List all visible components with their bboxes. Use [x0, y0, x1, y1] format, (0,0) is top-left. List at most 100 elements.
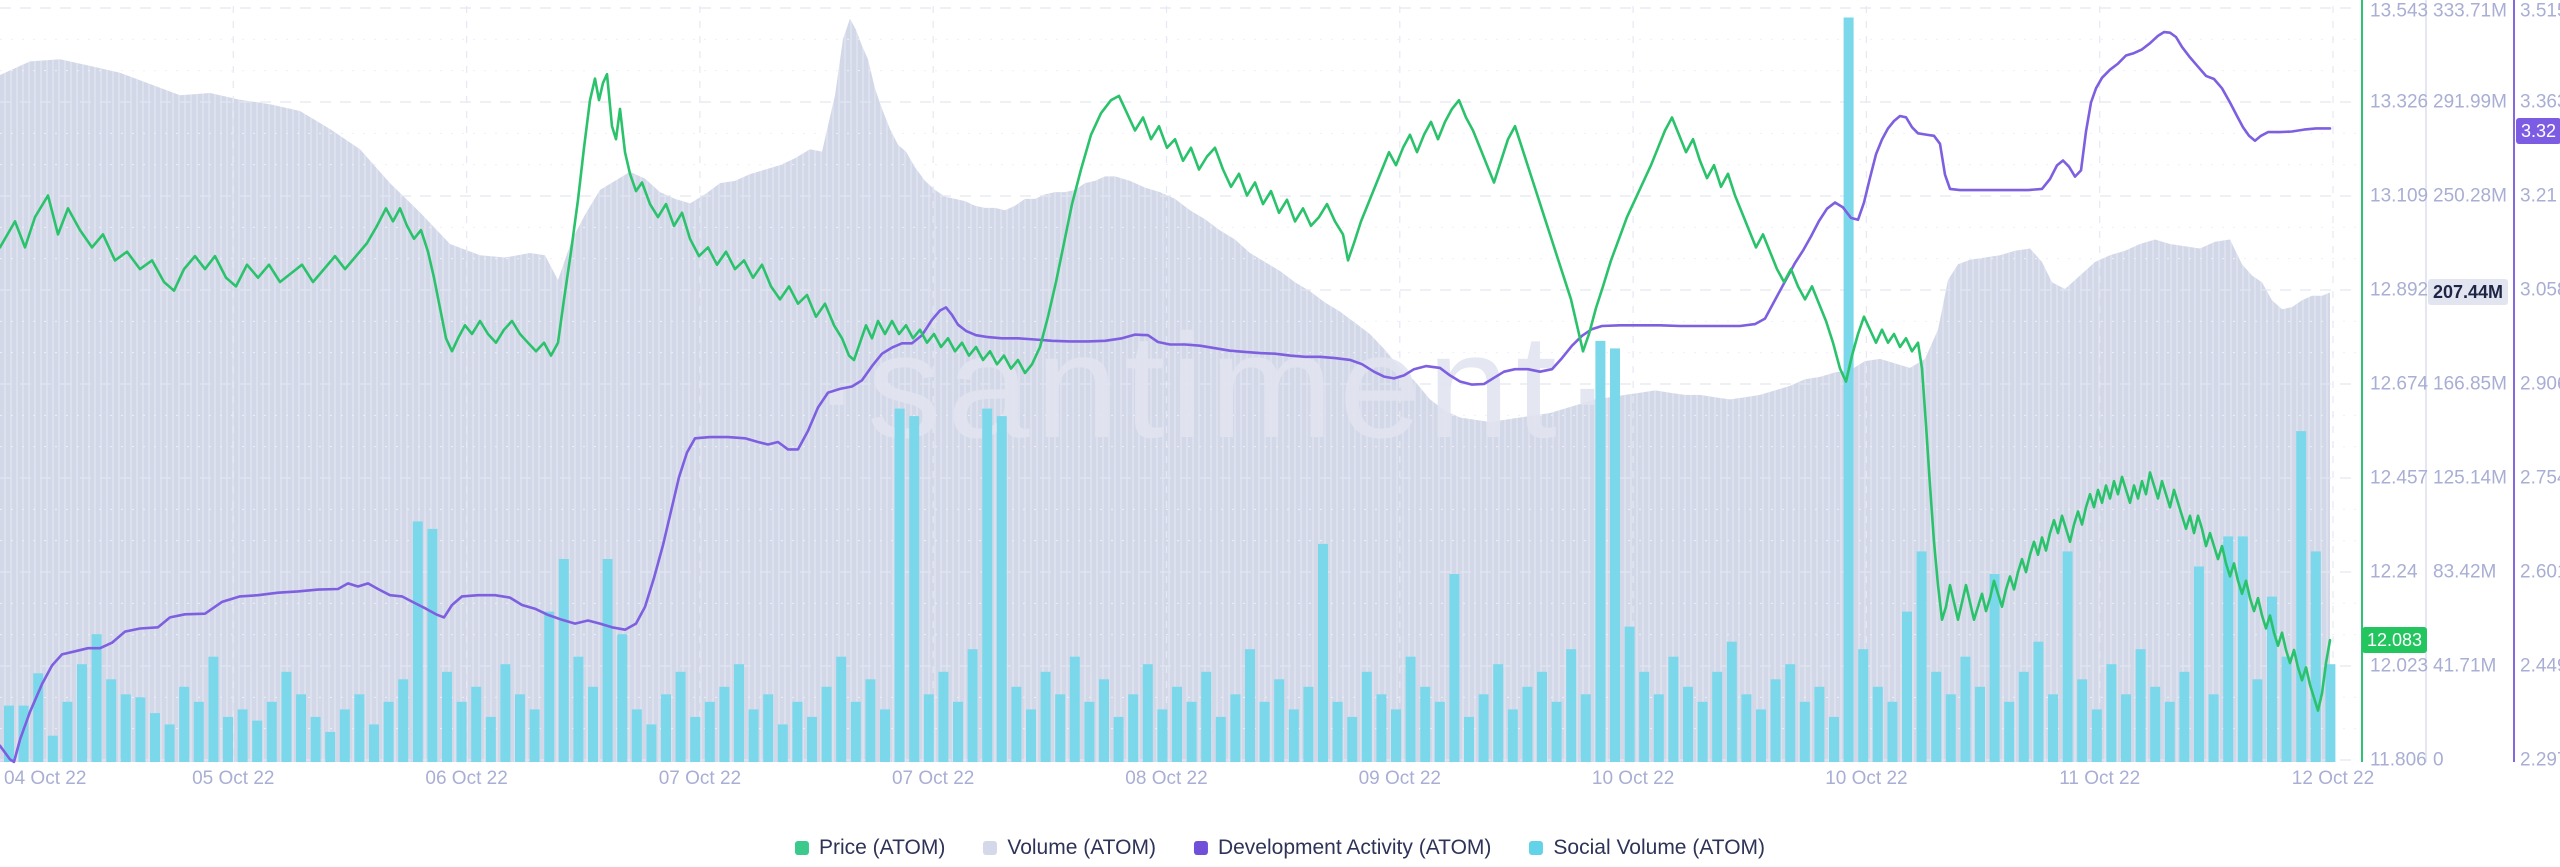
social-volume-bar [193, 701, 204, 762]
price-tick-label: 12.892 [2370, 279, 2429, 301]
volume-tick-label: 333.71M [2433, 0, 2507, 22]
social-volume-bar [2062, 551, 2073, 762]
social-volume-bar [1814, 686, 1825, 762]
social-volume-bar [515, 694, 525, 762]
social-volume-bar [296, 694, 306, 762]
social-volume-bar [2267, 596, 2277, 762]
social-volume-bar [325, 731, 336, 762]
social-volume-bar [471, 686, 482, 762]
social-volume-bar [850, 701, 861, 762]
legend-label: Volume (ATOM) [1007, 836, 1156, 859]
social-volume-bar [1916, 551, 1927, 762]
social-volume-bar [281, 671, 292, 762]
dev-activity-tick-label: 3.363 [2520, 91, 2560, 113]
social-volume-bar [704, 701, 715, 762]
social-volume-bar [2325, 664, 2336, 762]
dev-activity-tick-label: 2.449 [2520, 655, 2560, 677]
watermark: ·santiment· [812, 304, 1618, 469]
social-volume-bar [1580, 694, 1591, 762]
x-axis-date-label: 10 Oct 22 [1591, 768, 1675, 789]
price-tick-label: 12.023 [2370, 655, 2429, 677]
social-volume-bar [2223, 536, 2234, 762]
social-volume-bar [953, 701, 963, 762]
social-volume-bar [106, 679, 117, 762]
social-volume-bar [1434, 701, 1445, 762]
social-volume-bar [2091, 709, 2102, 762]
social-volume-bar [1215, 716, 1226, 762]
social-volume-bar [1230, 694, 1241, 762]
social-volume-bar [2135, 649, 2146, 762]
social-volume-bar [354, 694, 365, 762]
dev-activity-tick-label: 3.058 [2520, 279, 2560, 301]
social-volume-bar [675, 671, 686, 762]
x-axis-date-label: 07 Oct 22 [891, 768, 975, 789]
volume-tick-label: 125.14M [2433, 467, 2507, 489]
legend-item-volume[interactable]: Volume (ATOM) [983, 836, 1156, 860]
legend-label: Social Volume (ATOM) [1553, 836, 1766, 859]
dev-activity-tick-label: 2.754 [2520, 467, 2560, 489]
social-volume-bar [1522, 686, 1533, 762]
social-volume-bar [2004, 701, 2015, 762]
social-volume-bar [1551, 701, 1562, 762]
social-volume-bar [1245, 649, 1255, 762]
social-volume-bar [383, 701, 394, 762]
price-tick-label: 12.457 [2370, 467, 2429, 489]
price-tick-label: 11.806 [2370, 749, 2427, 771]
social-volume-bar [1858, 649, 1869, 762]
social-volume-bar [690, 716, 701, 762]
social-volume-bar [310, 716, 321, 762]
social-volume-bar [1843, 17, 1854, 762]
social-volume-bar [544, 611, 555, 762]
volume-tick-label: 83.42M [2433, 561, 2497, 583]
social-volume-bar [1945, 694, 1956, 762]
social-volume-bar [602, 559, 613, 762]
social-volume-bar [1478, 694, 1489, 762]
social-volume-bar [1449, 574, 1460, 762]
social-volume-bar [33, 673, 44, 762]
social-volume-bar [1157, 709, 1168, 762]
social-volume-bar [1464, 716, 1474, 762]
social-volume-bar [2179, 671, 2190, 762]
price-tick-label: 13.326 [2370, 91, 2429, 113]
social-volume-bar [1566, 649, 1577, 762]
social-volume-bar [1011, 686, 1022, 762]
dev-activity-swatch-icon [1193, 841, 1208, 855]
volume-tick-label: 250.28M [2433, 185, 2507, 207]
social-volume-bar [734, 664, 744, 762]
social-volume-bar [500, 664, 511, 762]
social-volume-bar [821, 686, 832, 762]
social-volume-bar [1420, 686, 1431, 762]
social-volume-bar [1347, 716, 1358, 762]
volume-swatch-icon [983, 841, 998, 855]
dev-activity-tick-label: 3.21 [2520, 185, 2557, 207]
social-volume-swatch-icon [1529, 841, 1544, 855]
legend-item-dev-activity[interactable]: Development Activity (ATOM) [1193, 836, 1491, 860]
social-volume-bar [1639, 671, 1650, 762]
legend-item-social-volume[interactable]: Social Volume (ATOM) [1529, 836, 1765, 860]
social-volume-bar [369, 724, 379, 762]
volume-area [0, 18, 2330, 763]
social-volume-bar [1726, 641, 1737, 762]
social-volume-bar [1099, 679, 1109, 762]
social-volume-bar [2077, 679, 2088, 762]
legend-item-price[interactable]: Price (ATOM) [794, 836, 946, 860]
social-volume-bar [792, 701, 803, 762]
social-volume-bar [91, 634, 102, 762]
social-volume-bar [1975, 686, 1985, 762]
x-axis-date-label: 08 Oct 22 [1125, 768, 1208, 789]
volume-tick-label: 0 [2433, 749, 2444, 771]
social-volume-bar [1172, 686, 1182, 762]
social-volume-bar [2048, 694, 2058, 762]
social-volume-bar [1026, 709, 1036, 762]
social-volume-bar [208, 656, 219, 762]
social-volume-bar [164, 724, 175, 762]
social-volume-bar [1829, 716, 1839, 762]
social-volume-bar [529, 709, 540, 762]
social-volume-bar [427, 528, 438, 762]
social-volume-bar [1610, 348, 1620, 762]
social-volume-bar [938, 671, 949, 762]
social-volume-bar [1887, 701, 1898, 762]
legend-label: Price (ATOM) [818, 836, 946, 859]
